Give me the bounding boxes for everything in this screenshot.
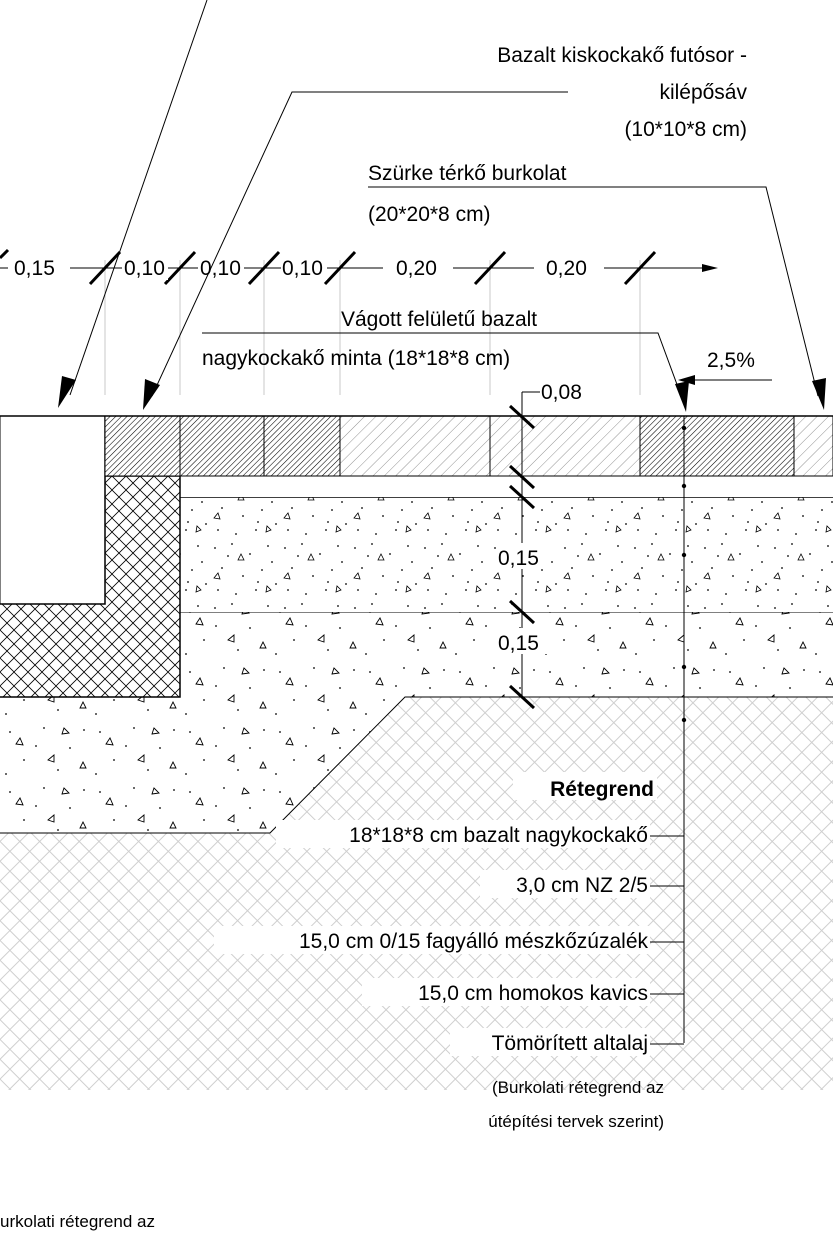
dim-width-2: 0,10 xyxy=(124,257,165,280)
extension-lines xyxy=(104,260,641,395)
label-nagykocka-1: Vágott felületű bazalt xyxy=(341,308,537,331)
label-kiskocka-3: (10*10*8 cm) xyxy=(624,118,747,141)
dim-width-3: 0,10 xyxy=(200,257,241,280)
dim-height-1: 0,08 xyxy=(541,381,582,404)
dim-height-3: 0,15 xyxy=(498,632,539,655)
layer-stack-line xyxy=(681,416,687,1043)
label-terko-2: (20*20*8 cm) xyxy=(368,203,491,226)
legend-title: Rétegrend xyxy=(550,778,654,801)
slope-indicator: 2,5% xyxy=(678,349,772,385)
terko-leader: Szürke térkő burkolat (20*20*8 cm) xyxy=(368,162,826,410)
legend-note-1: (Burkolati rétegrend az xyxy=(492,1078,664,1097)
label-terko-1: Szürke térkő burkolat xyxy=(368,162,567,185)
dim-width-1: 0,15 xyxy=(14,257,55,280)
label-slope: 2,5% xyxy=(707,349,755,372)
dim-width-6: 0,20 xyxy=(546,257,587,280)
label-nagykocka-2: nagykockakő minta (18*18*8 cm) xyxy=(202,347,510,370)
footer-fragment: urkolati rétegrend az xyxy=(0,1212,155,1231)
layer-legend: Rétegrend 18*18*8 cm bazalt nagykockakő … xyxy=(214,772,684,1131)
legend-item-3: 15,0 cm 0/15 fagyálló mészkőzúzalék xyxy=(299,930,649,953)
label-kiskocka-2: kilépősáv xyxy=(659,81,747,104)
label-kiskocka-1: Bazalt kiskockakő futósor - xyxy=(497,44,747,67)
vertical-dimension: 0,08 0,15 0,15 xyxy=(496,381,582,710)
curb-leader xyxy=(58,0,208,408)
nagykocka-leader: Vágott felületű bazalt nagykockakő minta… xyxy=(202,308,689,412)
legend-item-2: 3,0 cm NZ 2/5 xyxy=(516,874,648,897)
dim-height-2: 0,15 xyxy=(498,547,539,570)
kiskocka-leader: Bazalt kiskockakő futósor - kilépősáv (1… xyxy=(143,44,747,410)
paving-row xyxy=(0,415,833,604)
legend-item-4: 15,0 cm homokos kavics xyxy=(418,982,648,1005)
legend-note-2: útépítési tervek szerint) xyxy=(488,1112,664,1131)
bedding-layer xyxy=(105,475,833,497)
horizontal-dimension: 0,15 0,10 0,10 0,10 0,20 0,20 xyxy=(0,248,718,286)
legend-item-1: 18*18*8 cm bazalt nagykockakő xyxy=(349,824,648,847)
dim-width-5: 0,20 xyxy=(396,257,437,280)
dim-width-4: 0,10 xyxy=(282,257,323,280)
legend-item-5: Tömörített altalaj xyxy=(492,1032,648,1055)
